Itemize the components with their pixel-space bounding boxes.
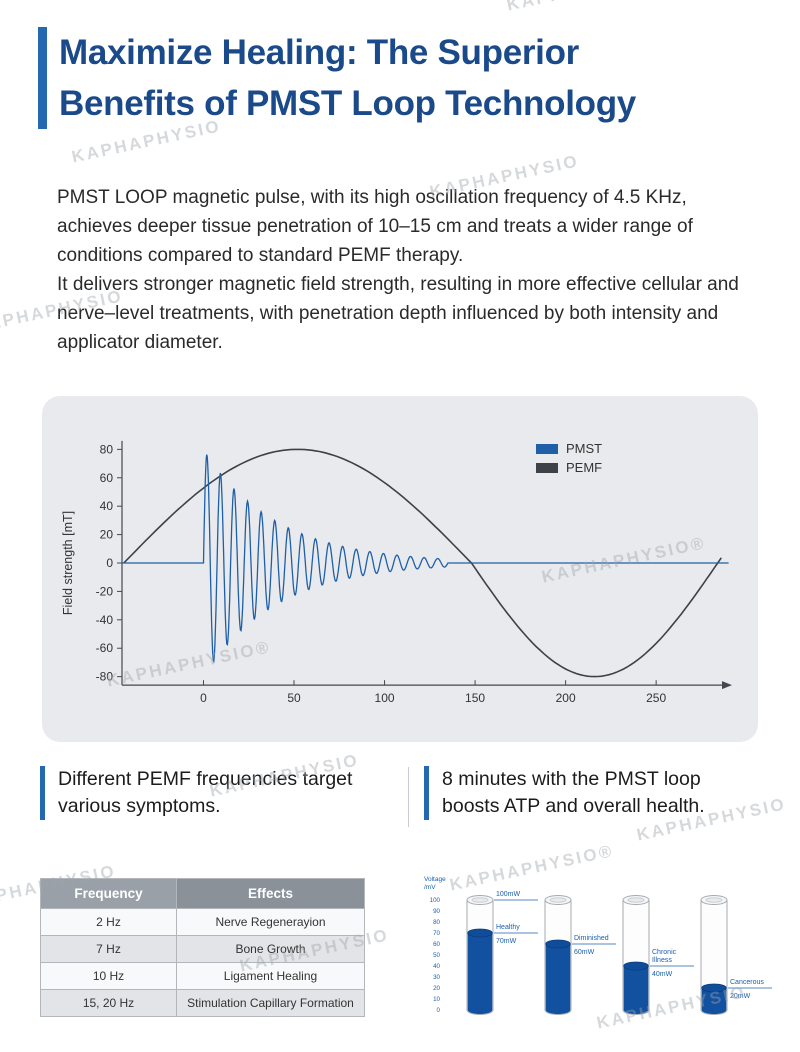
svg-text:20: 20: [100, 528, 114, 542]
svg-text:80: 80: [100, 442, 114, 456]
column-divider: [408, 767, 409, 827]
intro-paragraph-1: PMST LOOP magnetic pulse, with its high …: [57, 187, 693, 266]
left-heading-line2: various symptoms.: [58, 795, 221, 817]
table-cell-frequency: 2 Hz: [40, 908, 177, 936]
svg-text:200: 200: [556, 691, 576, 705]
svg-text:-40: -40: [96, 613, 114, 627]
svg-text:50: 50: [287, 691, 301, 705]
table-header-effects: Effects: [176, 878, 365, 909]
heading-accent-bar: [424, 766, 429, 820]
table-row: 2 Hz Nerve Regenerayion: [40, 908, 365, 936]
svg-text:0: 0: [200, 691, 207, 705]
table-cell-frequency: 10 Hz: [40, 962, 177, 990]
table-cell-frequency: 7 Hz: [40, 935, 177, 963]
table-cell-effect: Bone Growth: [176, 935, 365, 963]
table-header-row: Frequency Effects: [40, 878, 365, 909]
intro-section: PMST LOOP magnetic pulse, with its high …: [57, 183, 763, 357]
svg-text:60: 60: [433, 941, 440, 948]
svg-text:/mV: /mV: [424, 884, 436, 891]
intro-paragraph-2: It delivers stronger magnetic field stre…: [57, 274, 739, 353]
svg-text:0: 0: [106, 556, 113, 570]
page-title-line2: Benefits of PMST Loop Technology: [59, 84, 636, 123]
watermark: KAPHAPHYSIO: [505, 0, 658, 16]
battery-voltage-chart-svg: Voltage/mV1009080706050403020100Healthy7…: [424, 876, 772, 1015]
svg-text:10: 10: [433, 996, 440, 1003]
svg-text:90: 90: [433, 908, 440, 915]
svg-text:30: 30: [433, 974, 440, 981]
left-heading-text: Different PEMF frequencies target variou…: [58, 766, 352, 820]
svg-text:Chronic: Chronic: [652, 949, 677, 956]
page-title: Maximize Healing: The Superior Benefits …: [59, 27, 636, 129]
table-cell-effect: Nerve Regenerayion: [176, 908, 365, 936]
right-column-heading: 8 minutes with the PMST loop boosts ATP …: [424, 766, 705, 820]
svg-text:250: 250: [646, 691, 666, 705]
svg-text:Diminished: Diminished: [574, 935, 609, 942]
svg-text:-20: -20: [96, 584, 114, 598]
svg-text:70: 70: [433, 930, 440, 937]
right-heading-text: 8 minutes with the PMST loop boosts ATP …: [442, 766, 705, 820]
page-title-line1: Maximize Healing: The Superior: [59, 33, 579, 72]
svg-text:Field strength [mT]: Field strength [mT]: [61, 511, 75, 615]
svg-text:Cancerous: Cancerous: [730, 979, 764, 986]
svg-text:Illness: Illness: [652, 957, 672, 964]
table-cell-frequency: 15, 20 Hz: [40, 989, 177, 1017]
frequency-effects-table: Frequency Effects 2 Hz Nerve Regenerayio…: [40, 878, 365, 1017]
right-heading-line2: boosts ATP and overall health.: [442, 795, 705, 817]
left-column-heading: Different PEMF frequencies target variou…: [40, 766, 352, 820]
table-cell-effect: Stimulation Capillary Formation: [176, 989, 365, 1017]
waveform-chart-card: 80 60 40 20 0 -20 -40 -60 -80 0 50 100 150 200 250 Fiel…: [42, 396, 758, 742]
svg-text:50: 50: [433, 952, 440, 959]
svg-text:20: 20: [433, 985, 440, 992]
table-row: 7 Hz Bone Growth: [40, 935, 365, 963]
svg-text:60mW: 60mW: [574, 949, 595, 956]
svg-text:PEMF: PEMF: [566, 460, 602, 475]
svg-text:40: 40: [433, 963, 440, 970]
svg-text:PMST: PMST: [566, 441, 602, 456]
svg-text:80: 80: [433, 919, 440, 926]
svg-text:60: 60: [100, 471, 114, 485]
svg-text:40: 40: [100, 499, 114, 513]
page-header: Maximize Healing: The Superior Benefits …: [38, 27, 636, 129]
svg-text:0: 0: [437, 1007, 441, 1014]
svg-text:100: 100: [430, 897, 441, 904]
table-row: 10 Hz Ligament Healing: [40, 962, 365, 990]
svg-text:-60: -60: [96, 641, 114, 655]
svg-text:-80: -80: [96, 670, 114, 684]
svg-text:150: 150: [465, 691, 485, 705]
left-heading-line1: Different PEMF frequencies target: [58, 768, 353, 790]
table-cell-effect: Ligament Healing: [176, 962, 365, 990]
svg-text:40mW: 40mW: [652, 971, 673, 978]
heading-accent-bar: [40, 766, 45, 820]
svg-text:100: 100: [375, 691, 395, 705]
right-heading-line1: 8 minutes with the PMST loop: [442, 768, 701, 790]
svg-text:Healthy: Healthy: [496, 924, 520, 931]
title-accent-bar: [38, 27, 47, 129]
svg-text:70mW: 70mW: [496, 938, 517, 945]
table-header-frequency: Frequency: [40, 878, 177, 909]
svg-text:Voltage: Voltage: [424, 876, 446, 883]
table-row: 15, 20 Hz Stimulation Capillary Formatio…: [40, 989, 365, 1017]
svg-text:100mW: 100mW: [496, 891, 521, 898]
svg-text:20mW: 20mW: [730, 993, 751, 1000]
